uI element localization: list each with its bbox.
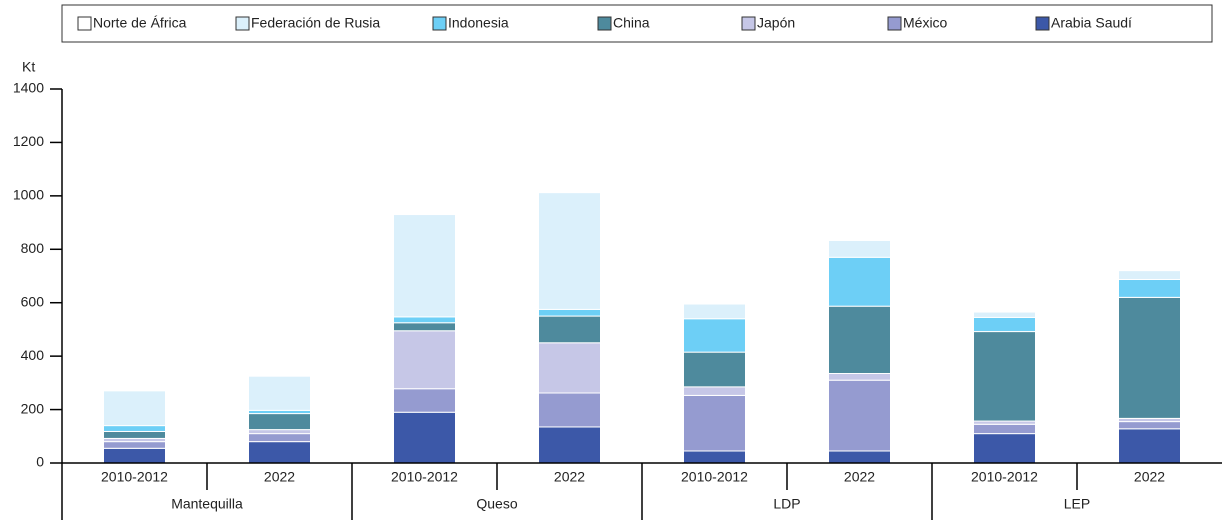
y-tick-label: 1200 bbox=[13, 133, 44, 149]
bar-segment bbox=[538, 392, 601, 428]
bar-segment bbox=[683, 351, 746, 388]
bar-segment bbox=[393, 214, 456, 318]
bar-segment bbox=[248, 375, 311, 411]
x-tick-label: 2010-2012 bbox=[391, 469, 458, 485]
bar-segment bbox=[828, 379, 891, 452]
x-tick-label: 2022 bbox=[1134, 469, 1165, 485]
group-label: LDP bbox=[773, 496, 800, 512]
bar-segment bbox=[973, 311, 1036, 318]
bar-segment bbox=[683, 386, 746, 396]
bar-segment bbox=[103, 390, 166, 427]
bar-segment bbox=[393, 388, 456, 413]
bar-segment bbox=[828, 256, 891, 307]
bar-segment bbox=[683, 450, 746, 464]
x-tick-label: 2010-2012 bbox=[101, 469, 168, 485]
bar-segment bbox=[103, 425, 166, 432]
legend-label: Japón bbox=[757, 15, 795, 31]
bar-segment bbox=[538, 315, 601, 344]
bar-segment bbox=[393, 316, 456, 324]
y-tick-label: 1400 bbox=[13, 80, 44, 96]
y-tick-label: 400 bbox=[21, 347, 45, 363]
bar-segment bbox=[973, 433, 1036, 464]
y-tick-label: 600 bbox=[21, 293, 45, 309]
bar-segment bbox=[973, 316, 1036, 333]
bar-segment bbox=[828, 450, 891, 464]
bar-segment bbox=[103, 447, 166, 464]
bar-segment bbox=[973, 331, 1036, 422]
bar-segment bbox=[393, 322, 456, 332]
bar-segment bbox=[393, 411, 456, 464]
bar-segment bbox=[683, 303, 746, 320]
bar-segment bbox=[393, 330, 456, 390]
bar-segment bbox=[828, 373, 891, 381]
group-label: Queso bbox=[476, 496, 517, 512]
legend-swatch bbox=[1035, 16, 1050, 31]
bar-segment bbox=[248, 429, 311, 435]
legend-swatch bbox=[741, 16, 756, 31]
x-tick-label: 2022 bbox=[264, 469, 295, 485]
legend-swatch bbox=[597, 16, 612, 31]
bar-segment bbox=[1118, 428, 1181, 464]
bar-segment bbox=[538, 308, 601, 317]
bar-segment bbox=[538, 192, 601, 310]
y-axis-label: Kt bbox=[22, 59, 35, 75]
bar-segment bbox=[973, 423, 1036, 435]
y-tick-label: 200 bbox=[21, 400, 45, 416]
x-tick-label: 2022 bbox=[844, 469, 875, 485]
bar-segment bbox=[1118, 296, 1181, 419]
bar-segment bbox=[683, 318, 746, 353]
group-label: LEP bbox=[1064, 496, 1090, 512]
legend-swatch bbox=[887, 16, 902, 31]
bar-segment bbox=[683, 394, 746, 452]
legend-label: Arabia Saudí bbox=[1051, 15, 1132, 31]
legend-label: China bbox=[613, 15, 650, 31]
bar-segment bbox=[248, 441, 311, 464]
bar-segment bbox=[538, 426, 601, 464]
legend-swatch bbox=[77, 16, 92, 31]
legend-box bbox=[61, 4, 1213, 43]
bar-segment bbox=[103, 441, 166, 449]
x-tick-label: 2010-2012 bbox=[971, 469, 1038, 485]
bar-segment bbox=[103, 430, 166, 439]
legend-swatch bbox=[432, 16, 447, 31]
bar-segment bbox=[1118, 421, 1181, 430]
legend-label: Indonesia bbox=[448, 15, 509, 31]
legend-swatch bbox=[235, 16, 250, 31]
y-tick-label: 0 bbox=[36, 454, 44, 470]
group-label: Mantequilla bbox=[171, 496, 243, 512]
x-tick-label: 2022 bbox=[554, 469, 585, 485]
x-tick-label: 2010-2012 bbox=[681, 469, 748, 485]
bar-segment bbox=[1118, 270, 1181, 280]
bar-segment bbox=[248, 433, 311, 443]
bar-segment bbox=[828, 239, 891, 258]
legend-label: México bbox=[903, 15, 948, 31]
legend-label: Norte de África bbox=[93, 15, 187, 31]
legend-label: Federación de Rusia bbox=[251, 15, 380, 31]
y-tick-label: 800 bbox=[21, 240, 45, 256]
bar-segment bbox=[1118, 278, 1181, 298]
bar-segment bbox=[538, 342, 601, 394]
bar-segment bbox=[828, 305, 891, 375]
y-tick-label: 1000 bbox=[13, 187, 44, 203]
bar-segment bbox=[248, 413, 311, 431]
